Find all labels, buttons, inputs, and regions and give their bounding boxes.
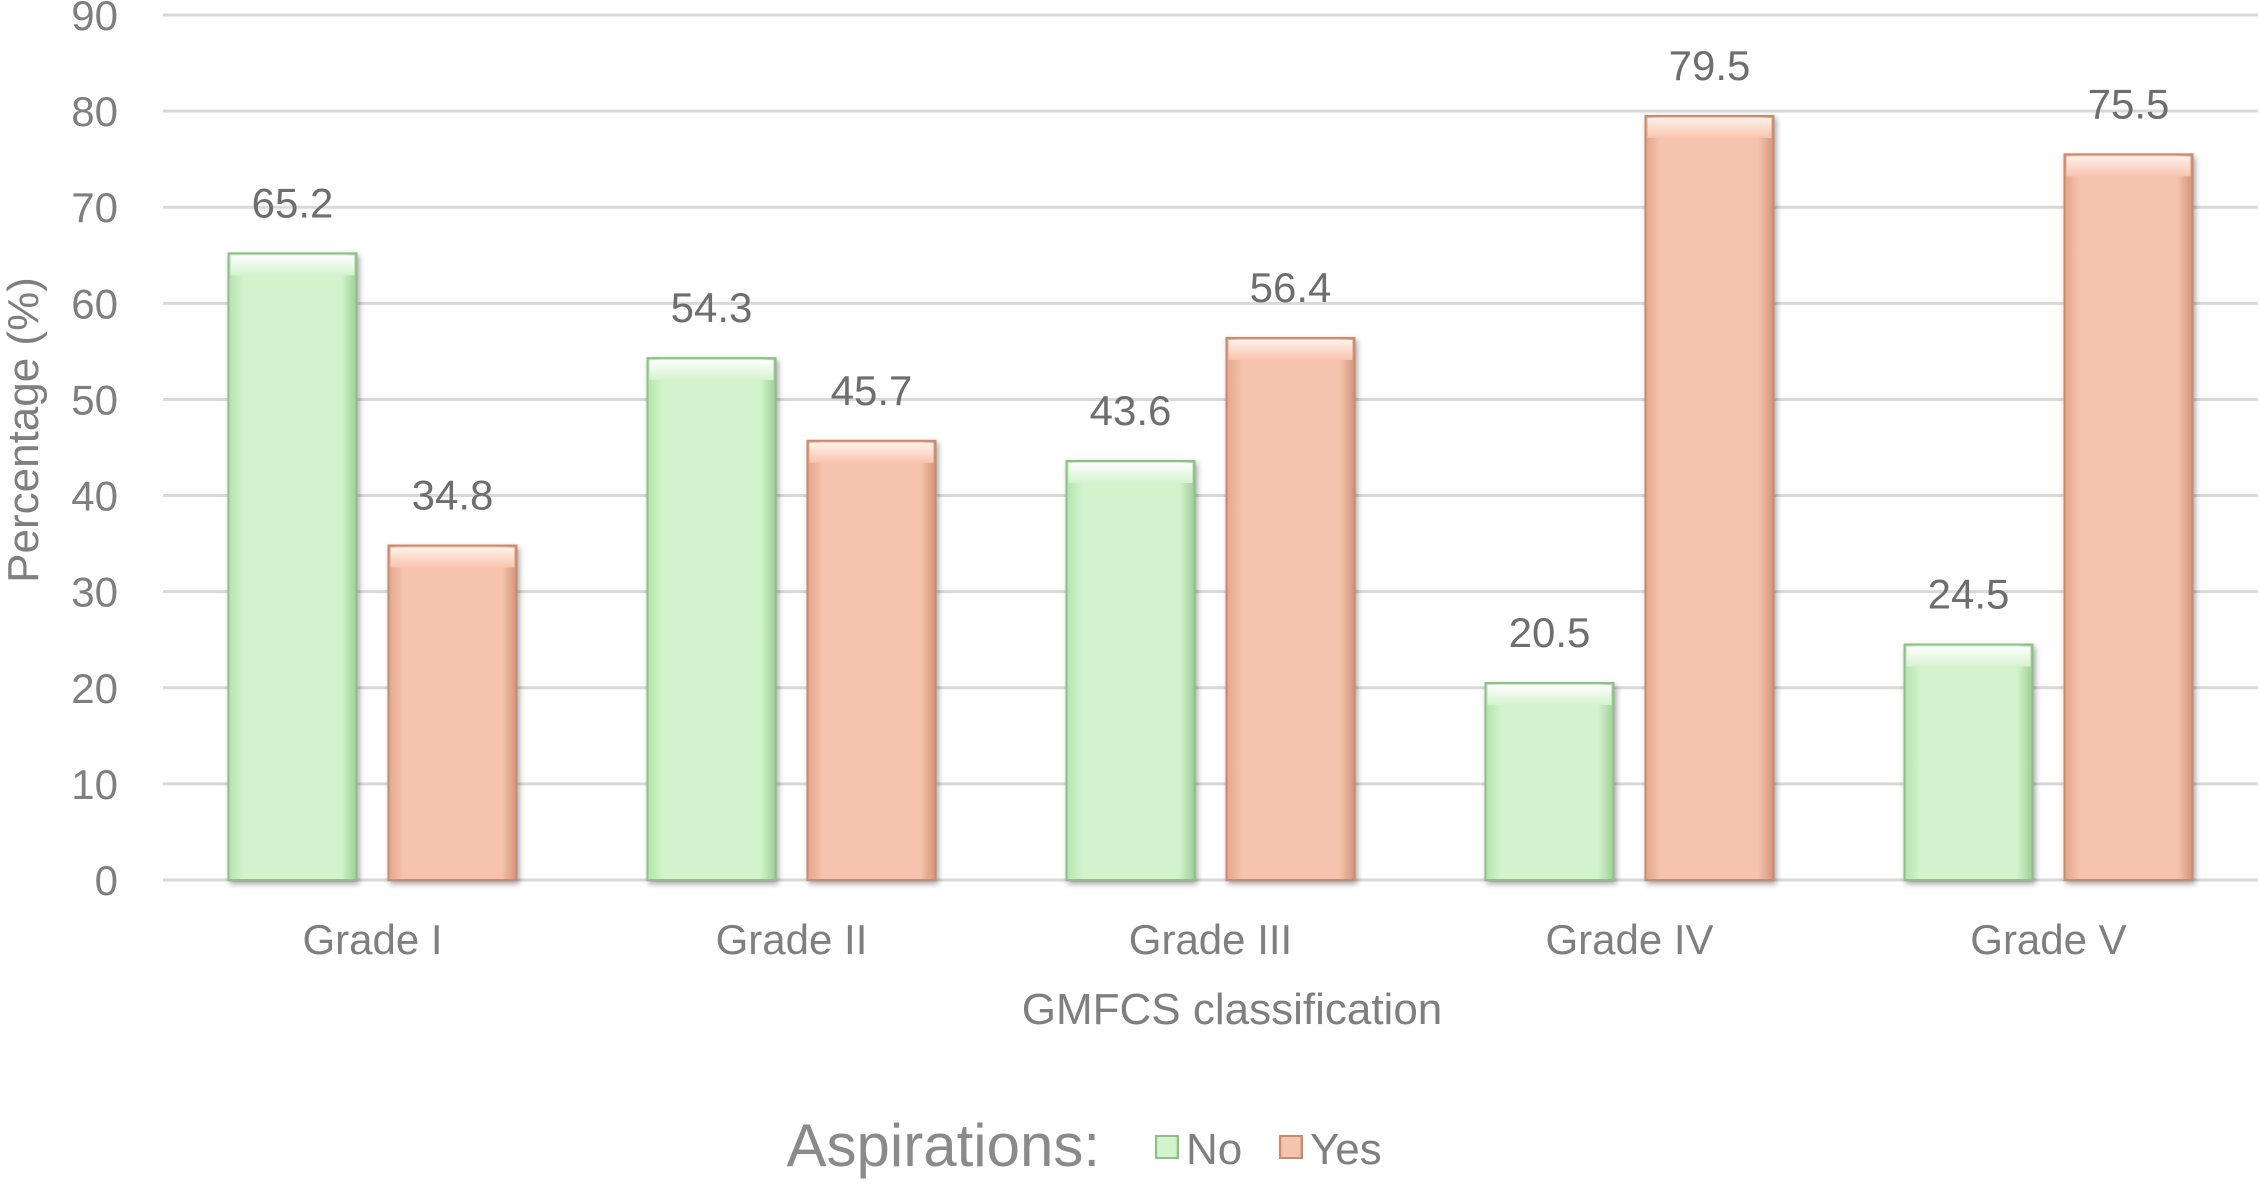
- y-tick-label: 10: [71, 761, 118, 808]
- x-tick-label: Grade V: [1970, 916, 2126, 963]
- x-tick-label: Grade IV: [1545, 916, 1713, 963]
- legend-item-no: No: [1155, 1125, 1242, 1174]
- legend-items: No Yes: [1155, 1125, 1382, 1174]
- bar-no-5: [1903, 643, 2034, 881]
- bar-no-4: [1484, 681, 1615, 881]
- bars: [227, 114, 2194, 882]
- y-tick-label: 0: [95, 857, 118, 904]
- data-label-no-5: 24.5: [1928, 571, 2010, 618]
- legend-swatch-no: [1155, 1135, 1179, 1159]
- y-tick-label: 40: [71, 473, 118, 520]
- x-tick-label: Grade III: [1129, 916, 1292, 963]
- x-tick-label: Grade I: [302, 916, 442, 963]
- bar-no-2: [646, 357, 777, 882]
- data-label-no-2: 54.3: [671, 284, 753, 331]
- data-label-no-1: 65.2: [252, 179, 334, 226]
- bar-no-3: [1065, 459, 1196, 881]
- legend-item-yes: Yes: [1279, 1125, 1382, 1174]
- y-tick-label: 20: [71, 665, 118, 712]
- y-tick-label: 50: [71, 376, 118, 423]
- y-axis-ticks: 0 10 20 30 40 50 60 70 80 90: [71, 0, 118, 904]
- data-label-yes-2: 45.7: [831, 367, 913, 414]
- legend-label-no: No: [1186, 1125, 1242, 1174]
- y-tick-label: 80: [71, 88, 118, 135]
- y-tick-label: 90: [71, 0, 118, 39]
- data-labels: 65.2 34.8 54.3 45.7 43.6 56.4 20.5 79.5 24.5 75.5: [252, 42, 2170, 656]
- y-tick-label: 70: [71, 184, 118, 231]
- bar-yes-3: [1225, 336, 1356, 881]
- bar-no-1: [227, 252, 358, 882]
- y-tick-label: 60: [71, 280, 118, 327]
- data-label-yes-4: 79.5: [1669, 42, 1751, 89]
- bar-yes-1: [387, 544, 518, 881]
- x-tick-label: Grade II: [716, 916, 868, 963]
- y-axis-title: Percentage (%): [0, 277, 48, 583]
- bar-yes-4: [1644, 114, 1775, 881]
- data-label-yes-5: 75.5: [2088, 80, 2170, 127]
- y-tick-label: 30: [71, 569, 118, 616]
- data-label-no-3: 43.6: [1090, 387, 1172, 434]
- legend: Aspirations: No Yes: [787, 1112, 1382, 1179]
- data-label-yes-1: 34.8: [412, 472, 494, 519]
- legend-title: Aspirations:: [787, 1112, 1100, 1179]
- legend-swatch-yes: [1279, 1135, 1303, 1159]
- legend-label-yes: Yes: [1310, 1125, 1382, 1174]
- data-label-no-4: 20.5: [1509, 609, 1591, 656]
- data-label-yes-3: 56.4: [1250, 264, 1332, 311]
- bar-yes-5: [2063, 153, 2194, 882]
- bar-yes-2: [806, 439, 937, 881]
- x-axis-title: GMFCS classification: [1022, 985, 1443, 1034]
- x-axis-ticks: Grade I Grade II Grade III Grade IV Grade V: [302, 916, 2126, 963]
